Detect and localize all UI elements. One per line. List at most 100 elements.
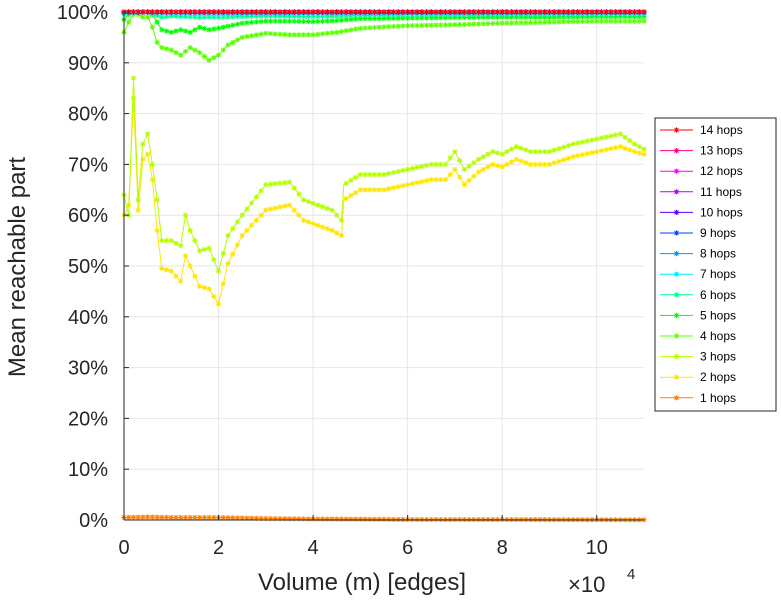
legend-item-4-hops: 4 hops <box>660 329 736 343</box>
series-marker-4-hops <box>225 42 231 48</box>
series-marker-5-hops <box>220 24 226 30</box>
series-marker-4-hops <box>234 37 241 43</box>
series-marker-1-hops <box>126 514 132 520</box>
series-marker-2-hops <box>466 177 472 184</box>
series-marker-4-hops <box>362 25 368 31</box>
series-marker-5-hops <box>225 23 231 29</box>
legend-label: 10 hops <box>700 205 743 219</box>
series-marker-2-hops <box>291 207 297 213</box>
legend-label: 13 hops <box>700 144 743 158</box>
series-marker-1-hops <box>419 516 425 523</box>
series-marker-3-hops <box>178 243 184 249</box>
series-marker-4-hops <box>442 22 449 28</box>
series-marker-14-hops <box>532 9 538 15</box>
series-marker-3-hops <box>433 161 439 167</box>
series-marker-14-hops <box>447 9 453 15</box>
series-marker-4-hops <box>627 18 633 24</box>
series-marker-2-hops <box>253 217 259 223</box>
series-marker-2-hops <box>163 267 170 273</box>
y-tick-label: 20% <box>68 408 108 430</box>
series-marker-4-hops <box>617 18 623 24</box>
series-marker-2-hops <box>173 273 179 279</box>
series-marker-1-hops <box>353 516 359 522</box>
series-marker-4-hops <box>159 44 165 51</box>
series-marker-3-hops <box>409 165 415 172</box>
series-marker-6-hops <box>197 14 203 20</box>
series-marker-6-hops <box>159 14 165 20</box>
series-marker-4-hops <box>140 14 146 20</box>
series-marker-4-hops <box>211 55 217 61</box>
legend-swatch-marker <box>673 333 680 339</box>
series-marker-4-hops <box>551 19 557 25</box>
y-tick-label: 60% <box>68 205 108 227</box>
legend-swatch-marker <box>673 127 680 133</box>
x-multiplier-exponent: 4 <box>627 566 635 583</box>
series-marker-1-hops <box>428 516 434 523</box>
series-marker-14-hops <box>182 9 189 15</box>
series-marker-5-hops <box>348 16 354 23</box>
series-marker-4-hops <box>485 21 491 27</box>
series-marker-5-hops <box>324 18 330 24</box>
series-marker-5-hops <box>263 18 269 24</box>
series-marker-5-hops <box>400 15 406 21</box>
series-marker-2-hops <box>409 181 415 187</box>
series-marker-14-hops <box>504 9 510 15</box>
legend-swatch-marker <box>673 148 680 154</box>
series-marker-3-hops <box>457 157 463 164</box>
series-marker-14-hops <box>556 9 562 15</box>
series-marker-3-hops <box>135 197 141 203</box>
series-marker-5-hops <box>249 19 255 25</box>
series-marker-3-hops <box>329 207 335 213</box>
series-marker-14-hops <box>296 9 302 15</box>
series-marker-3-hops <box>291 185 297 191</box>
series-marker-14-hops <box>523 9 529 15</box>
series-marker-4-hops <box>348 27 354 33</box>
series-marker-3-hops <box>537 149 543 155</box>
series-marker-2-hops <box>509 159 515 165</box>
legend-label: 11 hops <box>700 185 742 199</box>
series-marker-5-hops <box>267 18 274 24</box>
series-marker-2-hops <box>513 156 519 162</box>
series-marker-2-hops <box>594 149 600 155</box>
series-marker-5-hops <box>466 14 472 21</box>
series-marker-2-hops <box>494 163 501 169</box>
series-marker-4-hops <box>504 20 510 26</box>
series-marker-4-hops <box>636 18 642 24</box>
series-marker-14-hops <box>433 9 439 15</box>
series-marker-14-hops <box>631 9 638 15</box>
series-marker-6-hops <box>296 13 302 20</box>
series-marker-3-hops <box>395 168 401 175</box>
series-marker-4-hops <box>272 31 278 37</box>
series-marker-2-hops <box>130 95 137 101</box>
series-marker-4-hops <box>319 31 326 37</box>
series-marker-14-hops <box>215 9 222 15</box>
series-marker-14-hops <box>466 9 472 15</box>
series-marker-2-hops <box>197 283 203 289</box>
series-marker-14-hops <box>310 9 316 15</box>
legend-swatch-marker <box>673 271 680 277</box>
series-marker-6-hops <box>163 13 170 20</box>
series-marker-2-hops <box>622 145 628 151</box>
series-marker-3-hops <box>357 171 363 178</box>
series-marker-1-hops <box>376 516 382 522</box>
series-marker-6-hops <box>324 13 330 19</box>
series-marker-14-hops <box>490 9 496 15</box>
series-marker-14-hops <box>154 9 160 15</box>
series-marker-2-hops <box>565 155 571 161</box>
series-marker-4-hops <box>433 22 439 28</box>
series-marker-1-hops <box>452 516 458 523</box>
series-marker-14-hops <box>343 9 349 15</box>
series-marker-2-hops <box>357 187 363 193</box>
series-marker-1-hops <box>244 515 250 521</box>
series-marker-14-hops <box>438 9 444 15</box>
series-marker-2-hops <box>461 182 467 188</box>
series-marker-3-hops <box>305 199 311 205</box>
series-marker-2-hops <box>145 151 151 157</box>
series-marker-4-hops <box>381 24 387 30</box>
series-marker-5-hops <box>253 19 259 25</box>
legend-swatch-marker <box>673 209 680 215</box>
series-marker-14-hops <box>376 9 382 15</box>
series-marker-3-hops <box>343 180 349 186</box>
series-marker-5-hops <box>433 15 439 21</box>
